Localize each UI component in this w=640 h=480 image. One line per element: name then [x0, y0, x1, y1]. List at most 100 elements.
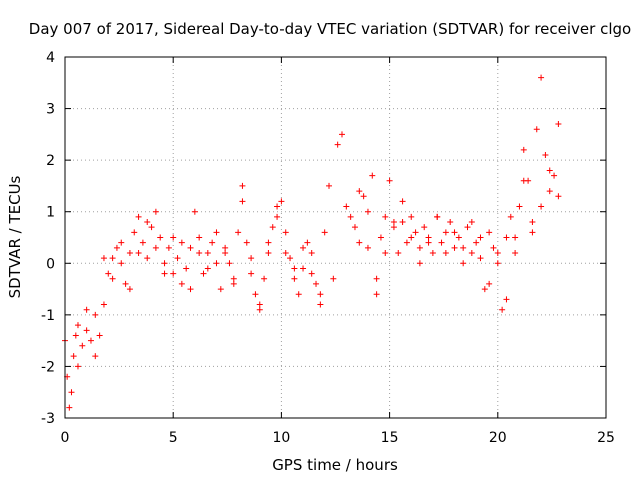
- data-point: [196, 249, 203, 256]
- data-point: [70, 353, 77, 360]
- data-point: [291, 265, 298, 272]
- data-point: [122, 280, 129, 287]
- data-point: [170, 270, 177, 277]
- data-point: [204, 249, 211, 256]
- data-point: [499, 306, 506, 313]
- data-point: [490, 244, 497, 251]
- data-point: [343, 203, 350, 210]
- data-point: [278, 198, 285, 205]
- data-point: [403, 239, 410, 246]
- data-point: [468, 249, 475, 256]
- data-point: [282, 229, 289, 236]
- data-point: [109, 275, 116, 282]
- data-point: [295, 291, 302, 298]
- data-point: [161, 270, 168, 277]
- data-point: [503, 296, 510, 303]
- data-point: [473, 239, 480, 246]
- data-point: [68, 389, 75, 396]
- data-point: [538, 74, 545, 81]
- data-point: [187, 286, 194, 293]
- data-point: [92, 311, 99, 318]
- data-point: [200, 270, 207, 277]
- data-point: [170, 234, 177, 241]
- data-point: [217, 286, 224, 293]
- data-point: [230, 275, 237, 282]
- data-point: [542, 151, 549, 158]
- data-point: [373, 275, 380, 282]
- data-point: [507, 213, 514, 220]
- data-point: [321, 229, 328, 236]
- chart-title: Day 007 of 2017, Sidereal Day-to-day VTE…: [29, 20, 631, 38]
- data-point: [334, 141, 341, 148]
- data-point: [178, 280, 185, 287]
- data-point: [382, 249, 389, 256]
- data-point: [239, 198, 246, 205]
- data-point: [468, 219, 475, 226]
- data-point: [222, 249, 229, 256]
- data-point: [447, 219, 454, 226]
- data-point: [248, 270, 255, 277]
- data-point: [139, 239, 146, 246]
- data-point: [235, 229, 242, 236]
- data-point: [135, 213, 142, 220]
- data-point: [520, 177, 527, 184]
- data-point: [265, 239, 272, 246]
- data-point: [356, 239, 363, 246]
- data-point: [477, 234, 484, 241]
- x-tick-label: 0: [61, 430, 70, 446]
- data-point: [152, 208, 159, 215]
- x-tick-label: 10: [272, 430, 290, 446]
- data-point: [83, 327, 90, 334]
- data-point: [74, 363, 81, 370]
- data-point: [399, 219, 406, 226]
- data-point: [144, 255, 151, 262]
- data-point: [109, 255, 116, 262]
- data-point: [382, 213, 389, 220]
- data-point: [135, 249, 142, 256]
- data-point: [529, 219, 536, 226]
- data-point: [287, 255, 294, 262]
- data-point: [421, 224, 428, 231]
- x-tick-label: 15: [381, 430, 399, 446]
- data-point: [118, 239, 125, 246]
- data-point: [178, 239, 185, 246]
- data-point: [555, 121, 562, 128]
- data-point: [386, 177, 393, 184]
- data-point: [126, 249, 133, 256]
- data-point: [248, 255, 255, 262]
- data-point: [282, 249, 289, 256]
- data-point: [481, 286, 488, 293]
- data-point: [196, 234, 203, 241]
- data-point: [317, 291, 324, 298]
- data-point: [460, 244, 467, 251]
- data-point: [100, 255, 107, 262]
- data-point: [174, 255, 181, 262]
- data-point: [291, 275, 298, 282]
- data-point: [486, 229, 493, 236]
- data-point: [503, 234, 510, 241]
- data-point: [364, 208, 371, 215]
- x-tick-label: 25: [597, 430, 615, 446]
- data-point: [551, 172, 558, 179]
- data-point: [546, 188, 553, 195]
- data-point: [256, 301, 263, 308]
- data-point: [269, 224, 276, 231]
- data-point: [395, 249, 402, 256]
- y-tick-label: 4: [46, 50, 55, 66]
- data-point: [308, 270, 315, 277]
- data-point: [183, 265, 190, 272]
- data-point: [529, 229, 536, 236]
- data-point: [87, 337, 94, 344]
- data-point: [416, 244, 423, 251]
- data-point: [408, 213, 415, 220]
- data-point: [390, 219, 397, 226]
- data-point: [265, 249, 272, 256]
- data-point: [369, 172, 376, 179]
- data-point: [92, 353, 99, 360]
- data-point: [152, 244, 159, 251]
- data-point: [256, 306, 263, 313]
- grid-lines: [65, 57, 606, 418]
- data-point: [429, 249, 436, 256]
- data-point: [434, 213, 441, 220]
- data-point: [157, 234, 164, 241]
